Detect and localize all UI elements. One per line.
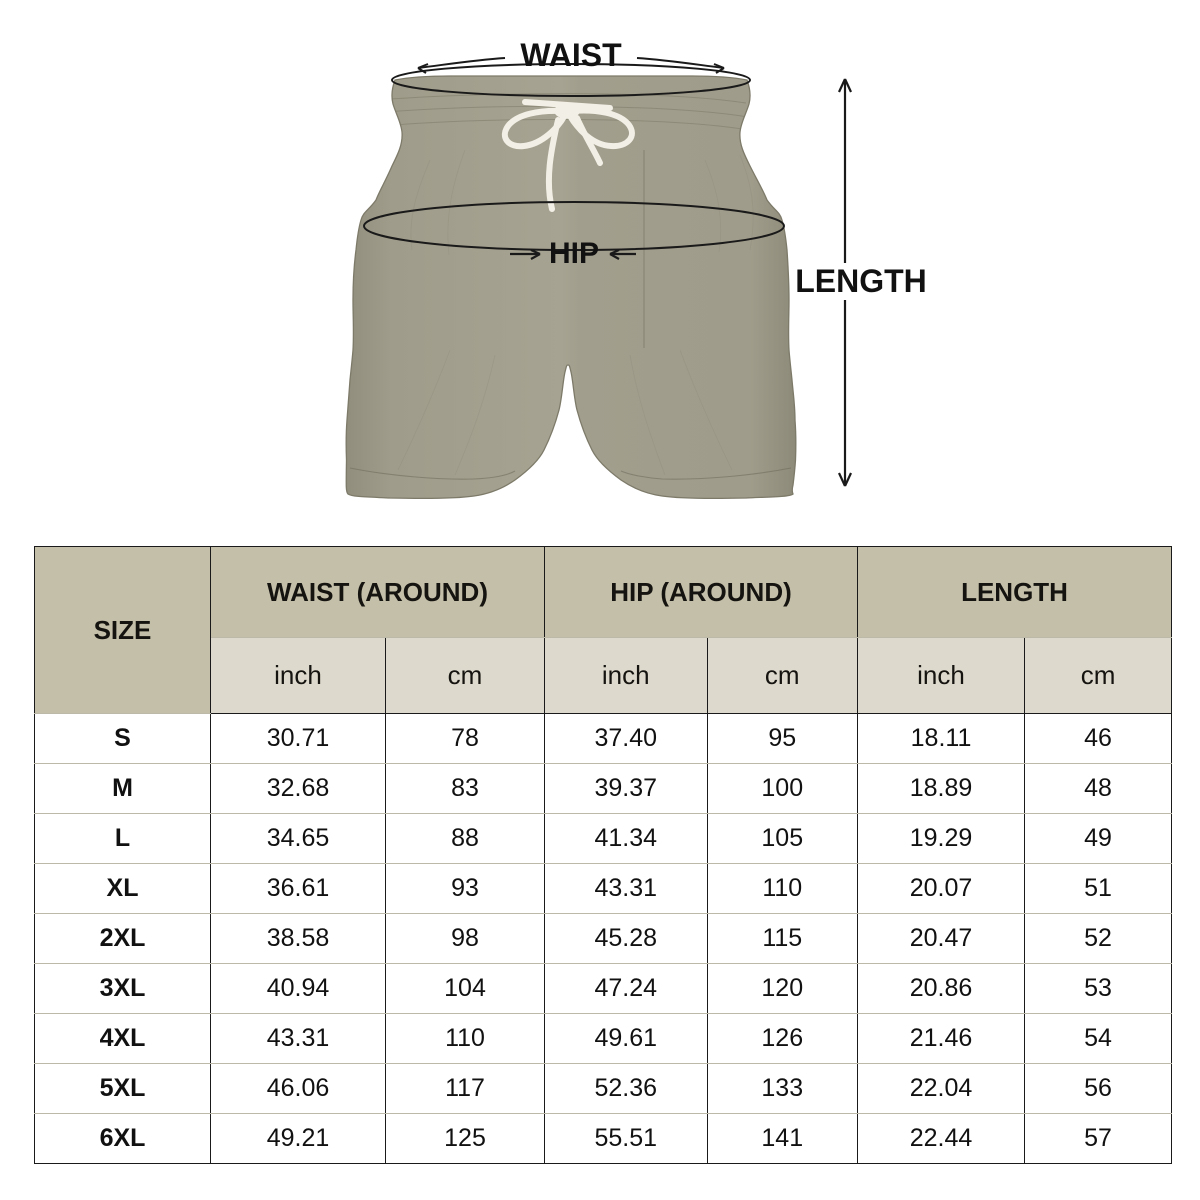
- svg-text:WAIST: WAIST: [520, 37, 622, 73]
- svg-text:HIP: HIP: [549, 237, 599, 270]
- svg-text:LENGTH: LENGTH: [795, 263, 927, 299]
